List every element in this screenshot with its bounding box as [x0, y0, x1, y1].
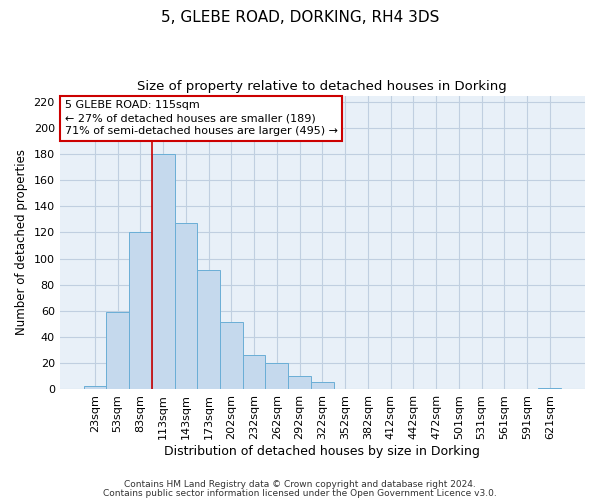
Y-axis label: Number of detached properties: Number of detached properties — [15, 150, 28, 336]
Bar — [288, 376, 311, 389]
Bar — [129, 232, 152, 389]
Text: Contains HM Land Registry data © Crown copyright and database right 2024.: Contains HM Land Registry data © Crown c… — [124, 480, 476, 489]
Text: 5 GLEBE ROAD: 115sqm
← 27% of detached houses are smaller (189)
71% of semi-deta: 5 GLEBE ROAD: 115sqm ← 27% of detached h… — [65, 100, 338, 136]
Bar — [152, 154, 175, 389]
Text: 5, GLEBE ROAD, DORKING, RH4 3DS: 5, GLEBE ROAD, DORKING, RH4 3DS — [161, 10, 439, 25]
Bar — [197, 270, 220, 389]
Bar — [265, 363, 288, 389]
Bar — [243, 355, 265, 389]
Bar — [106, 312, 129, 389]
Bar — [538, 388, 561, 389]
Bar — [220, 322, 243, 389]
Text: Contains public sector information licensed under the Open Government Licence v3: Contains public sector information licen… — [103, 488, 497, 498]
Title: Size of property relative to detached houses in Dorking: Size of property relative to detached ho… — [137, 80, 507, 93]
Bar — [311, 382, 334, 389]
X-axis label: Distribution of detached houses by size in Dorking: Distribution of detached houses by size … — [164, 444, 480, 458]
Bar — [83, 386, 106, 389]
Bar — [175, 224, 197, 389]
